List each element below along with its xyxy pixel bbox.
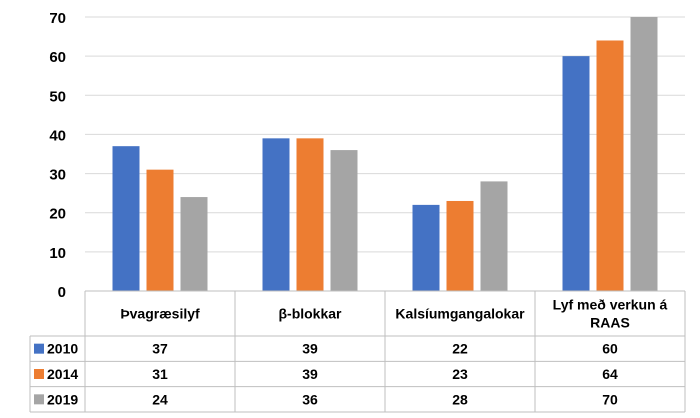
bar-2019-2 (330, 150, 358, 291)
bar-2010-1 (112, 146, 140, 291)
bars (112, 17, 658, 292)
legend-label: 2010 (47, 341, 78, 357)
table-cell-value: 23 (452, 366, 468, 382)
legend-key-2014 (34, 369, 44, 379)
bar-2019-3 (480, 181, 508, 291)
table-cell-value: 28 (452, 391, 468, 407)
bar-2019-4 (630, 17, 658, 291)
table-cell-value: 39 (302, 366, 318, 382)
table-cell-value: 64 (602, 366, 618, 382)
table-cell-value: 39 (302, 341, 318, 357)
y-axis: 0 10 20 30 40 50 60 70 (49, 10, 66, 301)
bar-2010-3 (412, 204, 440, 291)
legend-label: 2019 (47, 391, 78, 407)
table-cell-value: 37 (152, 341, 168, 357)
y-tick-label: 50 (49, 88, 66, 105)
legend-key-2019 (34, 394, 44, 405)
y-tick-label: 40 (49, 127, 66, 144)
y-tick-label: 30 (49, 167, 66, 184)
y-tick-label: 20 (49, 206, 66, 223)
table-cell-value: 60 (602, 341, 618, 357)
gridlines (85, 16, 685, 253)
bar-2014-4 (596, 40, 624, 291)
table-cell-value: 70 (602, 391, 618, 407)
legend-label: 2014 (47, 366, 78, 382)
category-label: Kalsíumgangalokar (395, 306, 525, 322)
bar-2019-1 (180, 197, 208, 291)
category-label: Þvagræsilyf (120, 306, 200, 322)
bar-2010-2 (262, 138, 290, 291)
table-cell-value: 31 (152, 366, 168, 382)
category-label: Lyf með verkun á RAAS (553, 297, 668, 331)
bar-2014-2 (296, 138, 324, 291)
y-tick-label: 60 (49, 49, 66, 66)
table-cell-value: 22 (452, 341, 468, 357)
y-tick-label: 0 (58, 284, 66, 301)
table-cell-value: 36 (302, 391, 318, 407)
bar-2014-1 (146, 169, 174, 291)
legend-key-2010 (34, 343, 44, 354)
table-cell-value: 24 (152, 391, 168, 407)
y-tick-label: 70 (49, 10, 66, 27)
data-table: Þvagræsilyf β-blokkar Kalsíumgangalokar Lyf… (29, 290, 686, 413)
bar-2010-4 (562, 56, 590, 292)
y-tick-label: 10 (49, 245, 66, 262)
bar-2014-3 (446, 200, 474, 291)
category-label: β-blokkar (278, 306, 342, 322)
